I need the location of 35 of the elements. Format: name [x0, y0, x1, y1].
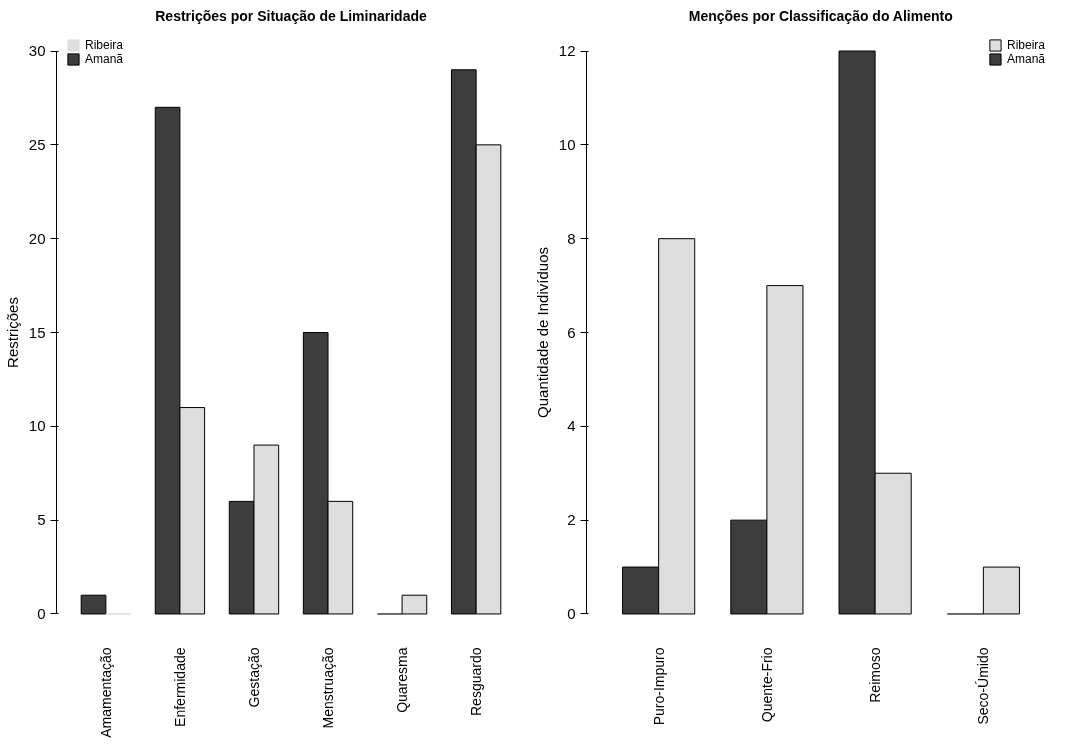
y-tick-label: 30: [28, 42, 46, 60]
y-tick-label: 6: [567, 323, 576, 341]
legend-label: Amanã: [1006, 52, 1045, 66]
bar: [982, 566, 1020, 615]
y-tick-label: 4: [567, 417, 576, 435]
x-tick-label: Menstruação: [320, 647, 337, 729]
legend-label: Ribeira: [1006, 38, 1045, 52]
y-tick-label: 12: [558, 42, 576, 60]
x-tick-label: Resguardo: [468, 647, 485, 716]
legend-label: Amanã: [85, 52, 124, 66]
chart-title: Menções por Classificação do Alimento: [688, 7, 953, 24]
legend-label: Ribeira: [85, 38, 124, 52]
y-axis-title: Restrições: [3, 297, 21, 368]
chart-title: Restrições por Situação de Liminaridade: [155, 7, 427, 24]
y-tick-label: 0: [37, 604, 46, 622]
x-tick-label: Amamentação: [97, 647, 114, 738]
x-tick-label: Reimoso: [867, 647, 884, 703]
y-tick-label: 5: [37, 511, 46, 529]
y-tick-label: 2: [567, 511, 576, 529]
y-axis-title: Quantidade de Indivíduos: [533, 247, 551, 418]
x-tick-label: Quaresma: [394, 647, 411, 713]
x-tick-label: Seco-Úmido: [975, 647, 992, 725]
bar: [401, 594, 428, 615]
bar: [80, 594, 107, 615]
y-tick-label: 25: [28, 135, 46, 153]
y-tick-label: 15: [28, 323, 46, 341]
x-tick-label: Puro-Impuro: [650, 647, 667, 726]
x-tick-label: Gestação: [245, 647, 262, 708]
x-tick-label: Enfermidade: [171, 647, 188, 727]
y-tick-label: 0: [567, 604, 576, 622]
y-tick-label: 10: [28, 417, 46, 435]
x-tick-label: Quente-Frio: [758, 647, 775, 723]
y-tick-label: 8: [567, 229, 576, 247]
y-tick-label: 10: [558, 135, 576, 153]
y-tick-label: 20: [28, 229, 46, 247]
